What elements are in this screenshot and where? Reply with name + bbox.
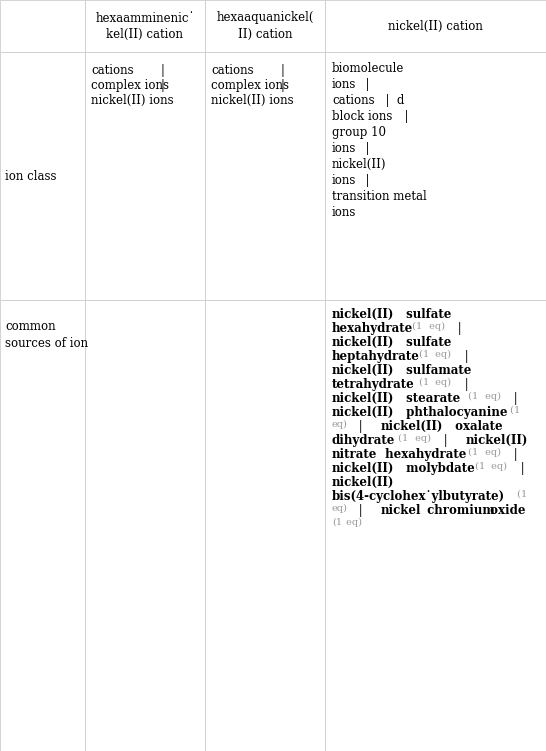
- Text: |: |: [355, 504, 363, 517]
- Text: block ions: block ions: [332, 110, 393, 123]
- Text: nitrate: nitrate: [332, 448, 377, 461]
- Text: |: |: [397, 110, 408, 123]
- Text: complex ions: complex ions: [91, 79, 169, 92]
- Bar: [0, 300, 85, 751]
- Text: ions: ions: [332, 142, 357, 155]
- Text: (1: (1: [465, 448, 478, 457]
- Text: (1: (1: [416, 350, 429, 359]
- Bar: [85, 300, 205, 751]
- Text: |: |: [461, 378, 468, 391]
- Text: (1: (1: [472, 462, 485, 471]
- Text: eq): eq): [343, 518, 362, 527]
- Text: complex ions: complex ions: [211, 79, 289, 92]
- Bar: [0, 0, 85, 52]
- Text: group 10: group 10: [332, 126, 386, 139]
- Text: ions: ions: [332, 206, 357, 219]
- Bar: [0, 52, 85, 300]
- Text: molybdate: molybdate: [402, 462, 475, 475]
- Text: eq): eq): [432, 378, 452, 387]
- Text: dihydrate: dihydrate: [332, 434, 395, 447]
- Text: |  d: | d: [377, 94, 404, 107]
- Text: eq): eq): [482, 392, 501, 401]
- Text: |: |: [454, 322, 461, 335]
- Text: common
sources of ion: common sources of ion: [5, 320, 88, 350]
- Text: eq): eq): [482, 448, 501, 457]
- Text: (1: (1: [332, 518, 342, 527]
- Text: |: |: [281, 79, 285, 92]
- Text: biomolecule: biomolecule: [332, 62, 405, 75]
- Text: (1: (1: [507, 406, 520, 415]
- Text: transition metal: transition metal: [332, 190, 427, 203]
- Text: (1: (1: [465, 392, 478, 401]
- Bar: [205, 52, 325, 300]
- Text: nickel(II) cation: nickel(II) cation: [388, 20, 483, 32]
- Text: |: |: [355, 420, 363, 433]
- Text: |: |: [358, 174, 370, 187]
- Text: nickel(II): nickel(II): [381, 420, 443, 433]
- Text: nickel: nickel: [381, 504, 422, 517]
- Text: cations: cations: [211, 64, 254, 77]
- Text: eq): eq): [432, 350, 452, 359]
- Text: sulfamate: sulfamate: [402, 364, 471, 377]
- Text: hexahydrate: hexahydrate: [381, 448, 466, 461]
- Text: chromium: chromium: [423, 504, 495, 517]
- Bar: [325, 300, 546, 751]
- Text: |: |: [281, 64, 285, 77]
- Text: |: |: [440, 434, 448, 447]
- Text: hexaamminenic˙
kel(II) cation: hexaamminenic˙ kel(II) cation: [96, 11, 195, 41]
- Text: heptahydrate: heptahydrate: [332, 350, 420, 363]
- Text: bis(4-cyclohex˙ylbutyrate): bis(4-cyclohex˙ylbutyrate): [332, 490, 505, 503]
- Text: nickel(II) ions: nickel(II) ions: [211, 94, 294, 107]
- Text: |: |: [161, 79, 165, 92]
- Text: hexahydrate: hexahydrate: [332, 322, 413, 335]
- Text: oxide: oxide: [486, 504, 525, 517]
- Text: nickel(II): nickel(II): [332, 476, 394, 489]
- Text: |: |: [510, 392, 518, 405]
- Text: eq): eq): [489, 462, 507, 471]
- Text: nickel(II) ions: nickel(II) ions: [91, 94, 174, 107]
- Text: nickel(II): nickel(II): [332, 406, 394, 419]
- Text: hexaaquanickel(
II) cation: hexaaquanickel( II) cation: [216, 11, 314, 41]
- Text: stearate: stearate: [402, 392, 460, 405]
- Text: nickel(II): nickel(II): [332, 158, 387, 171]
- Bar: [325, 52, 546, 300]
- Text: (1: (1: [514, 490, 527, 499]
- Bar: [85, 52, 205, 300]
- Text: sulfate: sulfate: [402, 336, 452, 349]
- Text: ion class: ion class: [5, 170, 56, 182]
- Text: sulfate: sulfate: [402, 308, 452, 321]
- Bar: [85, 0, 205, 52]
- Text: nickel(II): nickel(II): [332, 462, 394, 475]
- Text: eq): eq): [412, 434, 430, 443]
- Bar: [205, 0, 325, 52]
- Text: ions: ions: [332, 174, 357, 187]
- Text: (1: (1: [409, 322, 422, 331]
- Text: oxalate: oxalate: [451, 420, 503, 433]
- Text: nickel(II): nickel(II): [466, 434, 529, 447]
- Text: |: |: [517, 462, 525, 475]
- Text: cations: cations: [91, 64, 134, 77]
- Text: nickel(II): nickel(II): [332, 308, 394, 321]
- Bar: [325, 0, 546, 52]
- Text: nickel(II): nickel(II): [332, 392, 394, 405]
- Text: |: |: [161, 64, 165, 77]
- Bar: [205, 300, 325, 751]
- Text: ions: ions: [332, 78, 357, 91]
- Text: tetrahydrate: tetrahydrate: [332, 378, 415, 391]
- Text: nickel(II): nickel(II): [332, 336, 394, 349]
- Text: |: |: [358, 142, 370, 155]
- Text: eq): eq): [332, 504, 348, 513]
- Text: |: |: [358, 78, 370, 91]
- Text: |: |: [461, 350, 468, 363]
- Text: eq): eq): [425, 322, 444, 331]
- Text: nickel(II): nickel(II): [332, 364, 394, 377]
- Text: cations: cations: [332, 94, 375, 107]
- Text: phthalocyanine: phthalocyanine: [402, 406, 507, 419]
- Text: (1: (1: [416, 378, 429, 387]
- Text: |: |: [510, 448, 518, 461]
- Text: (1: (1: [395, 434, 408, 443]
- Text: eq): eq): [332, 420, 348, 429]
